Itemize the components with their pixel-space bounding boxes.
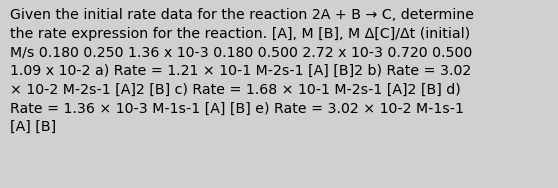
Text: Given the initial rate data for the reaction 2A + B → C, determine
the rate expr: Given the initial rate data for the reac…	[10, 8, 474, 134]
